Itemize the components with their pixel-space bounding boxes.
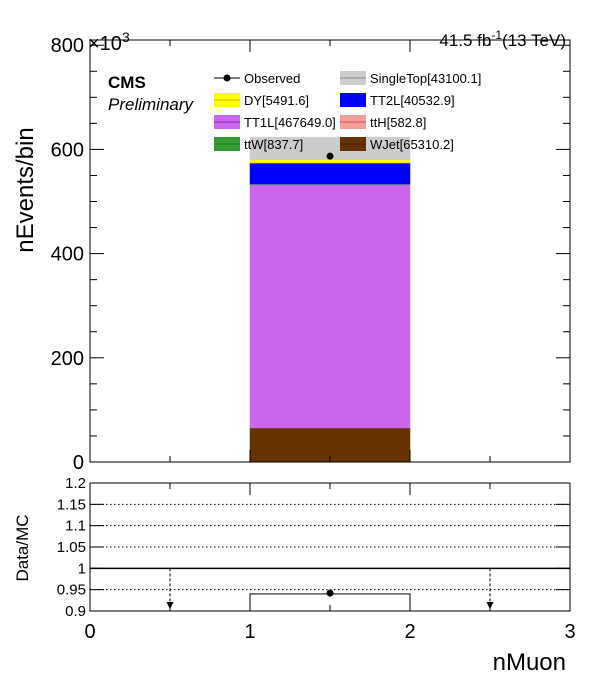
ratio-point: [326, 589, 334, 597]
bar-dy-bin-1: [249, 159, 411, 163]
preliminary-label: Preliminary: [108, 95, 195, 114]
luminosity-label: 41.5 fb-1(13 TeV): [439, 28, 566, 50]
legend-entry-label: ttH[582.8]: [370, 115, 426, 130]
ratio-y-tick-label: 0.95: [57, 582, 86, 599]
main-y-tick-label: 400: [51, 244, 84, 266]
observed-point: [326, 152, 334, 160]
y-multiplier: ×103: [88, 29, 130, 55]
ratio-y-tick-label: 1.1: [65, 518, 86, 535]
legend-marker: [223, 74, 231, 82]
legend-entry-label: Observed: [244, 71, 300, 86]
main-y-tick-label: 0: [73, 452, 84, 474]
legend-entry-label: ttW[837.7]: [244, 137, 303, 152]
ratio-y-tick-label: 1.15: [57, 496, 86, 513]
legend: Observed SingleTop[43100.1] DY[5491.6] TT2L…: [214, 71, 481, 152]
bar-tt2l-bin-1: [249, 162, 411, 185]
main-y-tick-label: 200: [51, 348, 84, 370]
ratio-y-tick-label: 1: [78, 560, 86, 577]
x-axis-label: nMuon: [493, 649, 566, 676]
cms-label: CMS: [108, 73, 146, 92]
bar-tt1l-bin-1: [249, 184, 411, 429]
ratio-y-tick-label: 0.9: [65, 603, 86, 620]
main-y-tick-label: 600: [51, 139, 84, 161]
main-panel: 0 200 400 600 800: [51, 35, 571, 474]
legend-entry-label: TT2L[40532.9]: [370, 93, 455, 108]
legend-entry-label: WJet[65310.2]: [370, 137, 454, 152]
legend-entry-label: TT1L[467649.0]: [244, 115, 336, 130]
ratio-y-tick-label: 1.2: [65, 475, 86, 492]
main-y-tick-label: 800: [51, 35, 84, 57]
ratio-y-axis-label: Data/MC: [13, 514, 32, 581]
ratio-y-tick-label: 1.05: [57, 539, 86, 556]
legend-entry-label: SingleTop[43100.1]: [370, 71, 481, 86]
x-tick-label: 1: [244, 621, 255, 643]
main-y-axis-label: nEvents/bin: [12, 127, 39, 252]
legend-entry-label: DY[5491.6]: [244, 93, 309, 108]
x-tick-label: 3: [564, 621, 575, 643]
x-tick-label: 2: [404, 621, 415, 643]
ratio-panel: 0.9 0.95 1 1.05 1.1 1.15 1.2 0 1 2 3: [57, 475, 576, 643]
x-tick-label: 0: [84, 621, 95, 643]
